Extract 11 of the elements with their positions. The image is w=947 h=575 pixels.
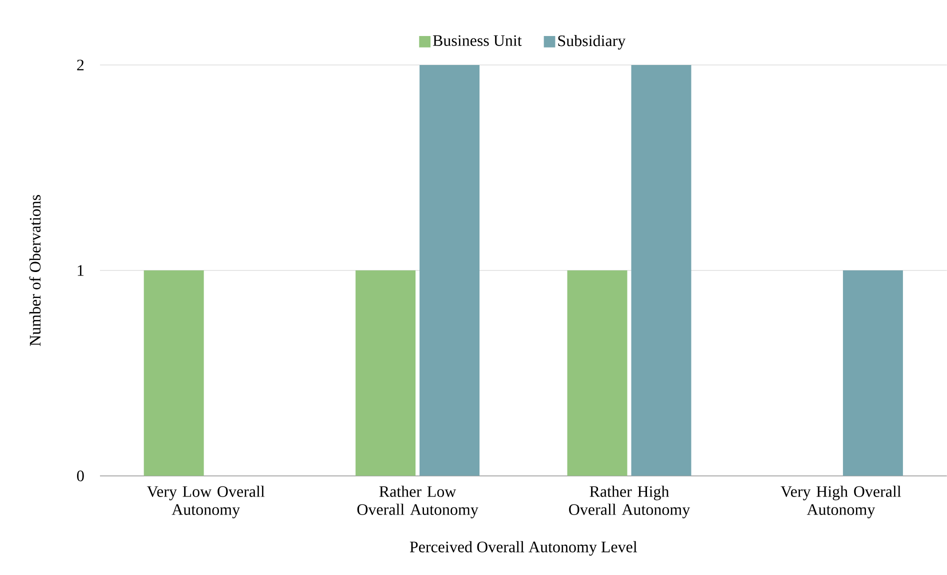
y-axis-title: Number of Obervations (29, 195, 41, 346)
y-tick-label: 1 (78, 265, 84, 276)
x-tick-label: Very High Overall Autonomy (780, 486, 902, 518)
x-axis-title: Perceived Overall Autonomy Level (410, 541, 638, 556)
x-tick-label: Very Low Overall Autonomy (146, 486, 265, 518)
y-tick-label: 2 (77, 60, 84, 70)
legend-label: Subsidiary (558, 35, 626, 50)
x-tick-label: Rather High Overall Autonomy (569, 486, 690, 518)
legend-label: Business Unit (432, 35, 522, 46)
x-tick-label: Rather Low Overall Autonomy (357, 486, 478, 518)
y-tick-label: 0 (77, 470, 84, 482)
